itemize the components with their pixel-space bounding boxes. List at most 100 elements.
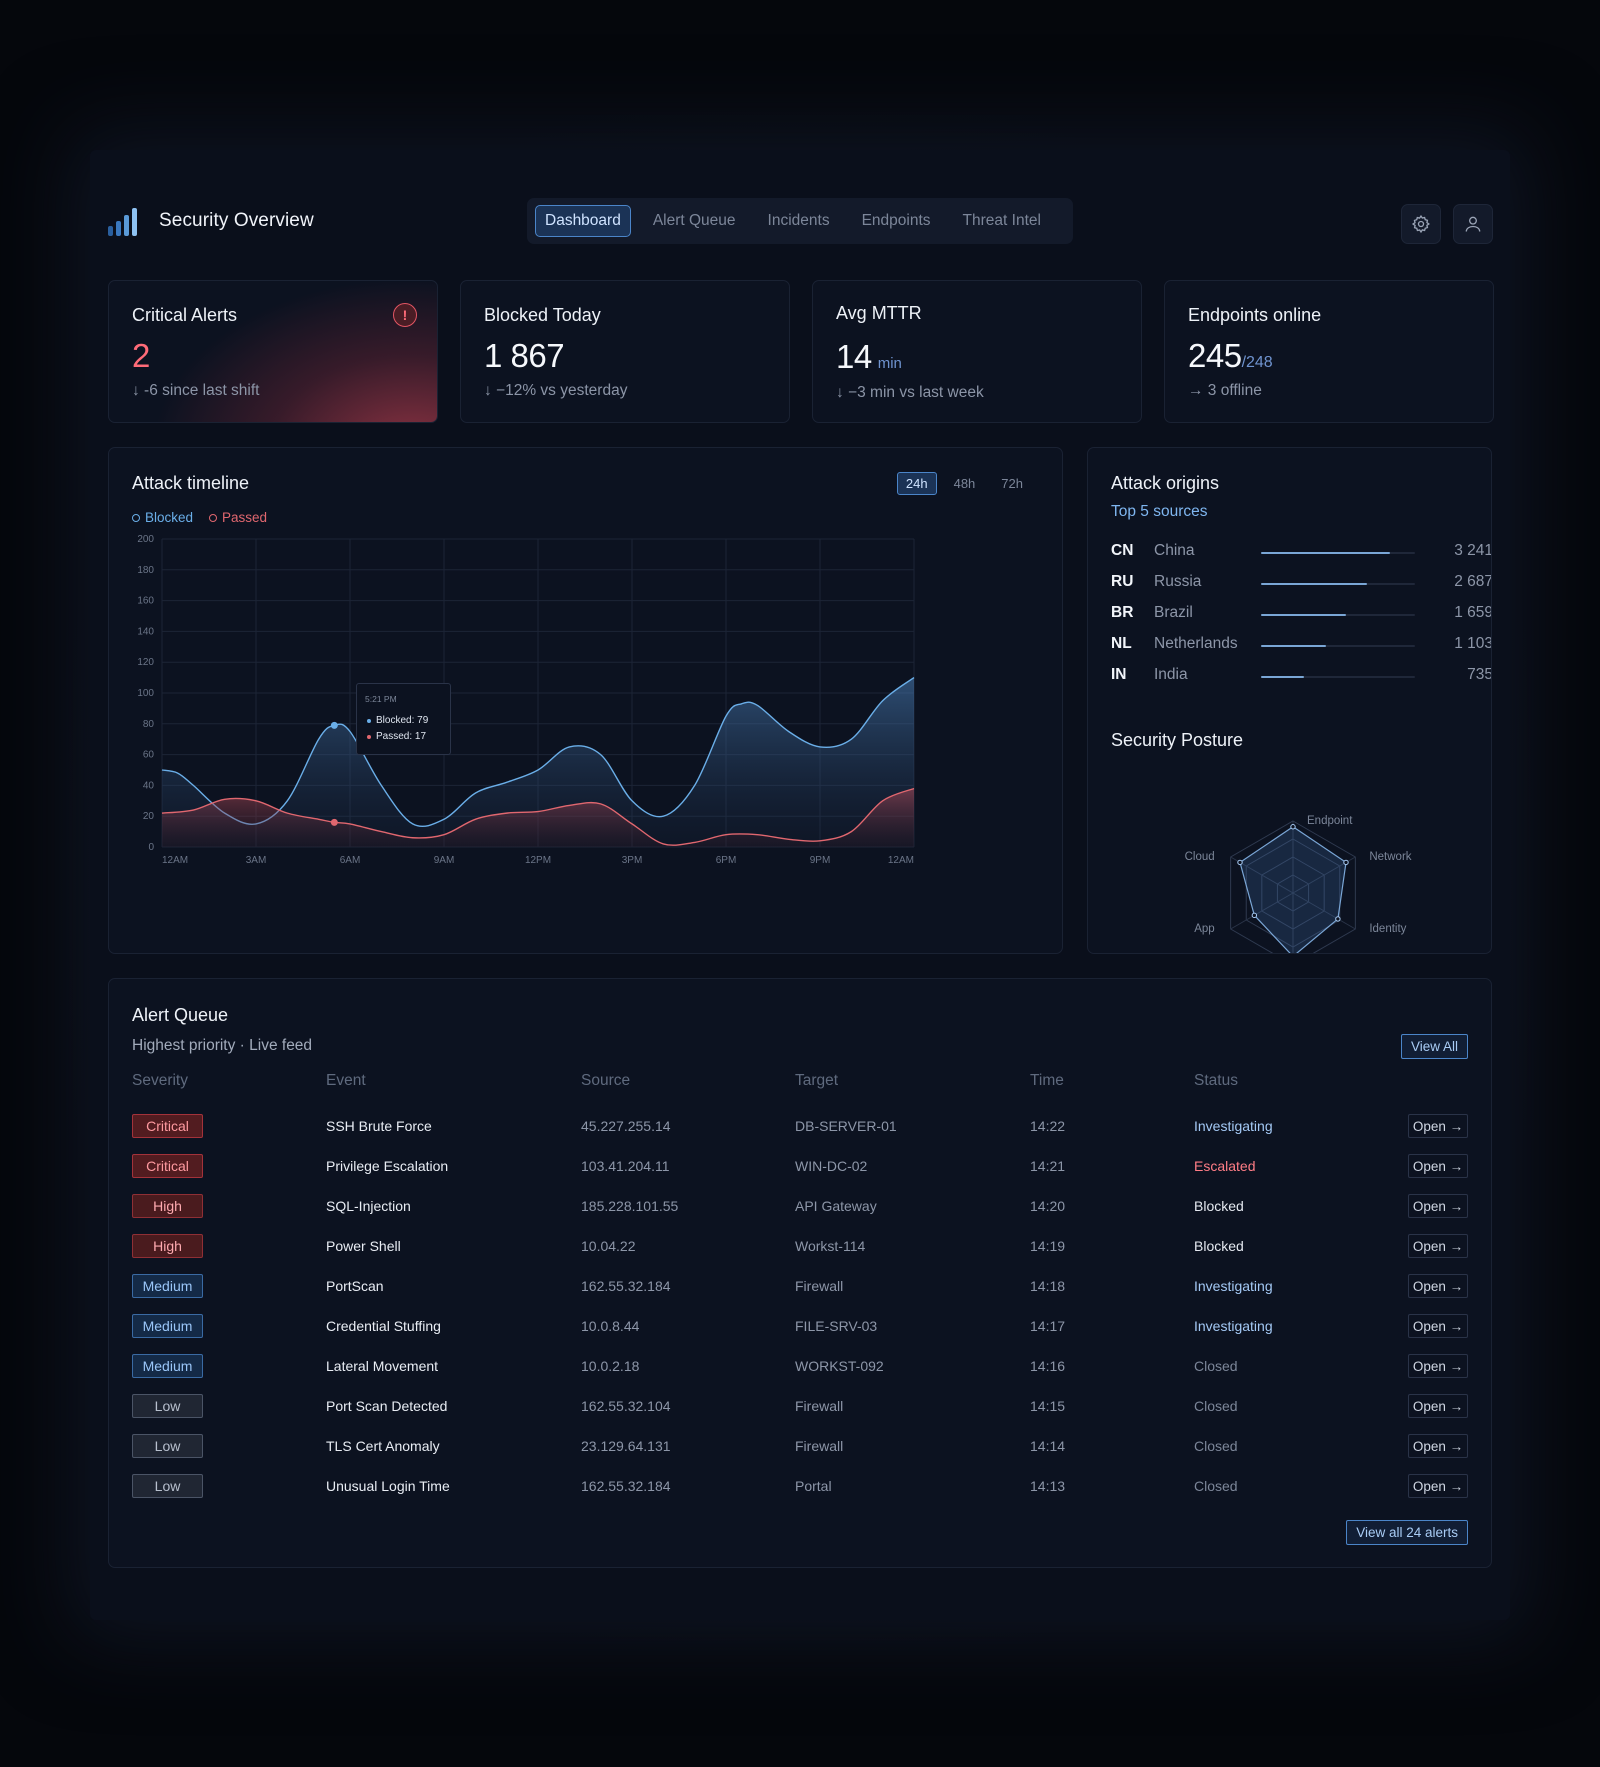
chart-tooltip: 5:21 PM Blocked: 79 Passed: 17 xyxy=(356,683,451,755)
panel-title: Alert Queue xyxy=(132,1005,229,1025)
stat-value: 2 xyxy=(132,337,150,374)
event-cell: SQL-Injection xyxy=(326,1198,411,1214)
status-cell: Closed xyxy=(1194,1358,1238,1374)
x-tick-label: 6PM xyxy=(716,855,737,866)
origin-bar-track xyxy=(1261,676,1415,678)
col-severity: Severity xyxy=(132,1072,188,1089)
target-cell: Workst-114 xyxy=(795,1238,866,1254)
stat-title: Avg MTTR xyxy=(836,303,922,323)
event-cell: PortScan xyxy=(326,1278,384,1294)
origin-count: 735 xyxy=(1467,666,1492,683)
open-alert-button[interactable]: Open → xyxy=(1408,1234,1468,1258)
tab-threat-intel[interactable]: Threat Intel xyxy=(962,212,1041,229)
time-cell: 14:16 xyxy=(1030,1358,1066,1374)
country-code: BR xyxy=(1111,604,1134,621)
origin-count: 1 103 xyxy=(1454,635,1492,652)
open-alert-button[interactable]: Open → xyxy=(1408,1474,1468,1498)
x-tick-label: 12AM xyxy=(888,855,914,866)
origin-bar-track xyxy=(1261,614,1415,616)
event-cell: Credential Stuffing xyxy=(326,1318,441,1334)
open-alert-button[interactable]: Open → xyxy=(1408,1154,1468,1178)
attack-timeline-chart: 0 20 40 60 80 100 120 140 160 180 200 12AM 3AM 6AM 9A… xyxy=(137,534,915,866)
time-cell: 14:15 xyxy=(1030,1398,1066,1414)
severity-badge: Medium xyxy=(132,1314,203,1338)
tooltip-time: 5:21 PM xyxy=(365,694,397,704)
source-cell: 185.228.101.55 xyxy=(581,1198,679,1214)
posture-point xyxy=(1290,824,1296,830)
event-cell: Privilege Escalation xyxy=(326,1158,449,1174)
stat-card-avg-mttr: Avg MTTR 14 min ↓ −3 min vs last week xyxy=(812,280,1142,423)
status-cell: Blocked xyxy=(1194,1198,1244,1214)
user-icon xyxy=(1465,216,1481,232)
range-tab-48h[interactable]: 48h xyxy=(953,476,976,491)
severity-badge: High xyxy=(132,1234,203,1258)
range-tabs: 24h 48h 72h xyxy=(889,472,1032,495)
stat-title: Critical Alerts xyxy=(132,305,238,325)
stat-card-blocked-today: Blocked Today 1 867 ↓ −12% vs yesterday xyxy=(460,280,790,423)
tab-alert-queue[interactable]: Alert Queue xyxy=(652,212,736,229)
stat-value: 245/248 xyxy=(1188,337,1273,375)
target-cell: Firewall xyxy=(795,1398,844,1414)
origin-row: IN India 735 xyxy=(1111,666,1492,688)
target-cell: Firewall xyxy=(795,1438,844,1454)
origin-bar-fill xyxy=(1261,552,1391,554)
event-cell: Port Scan Detected xyxy=(326,1398,448,1414)
stat-denominator: /248 xyxy=(1241,354,1273,371)
y-tick-label: 80 xyxy=(143,719,155,730)
open-alert-button[interactable]: Open → xyxy=(1408,1274,1468,1298)
tab-dashboard[interactable]: Dashboard xyxy=(535,205,631,237)
y-tick-label: 180 xyxy=(137,565,154,576)
origin-row: BR Brazil 1 659 xyxy=(1111,604,1491,626)
profile-button[interactable] xyxy=(1453,204,1493,244)
open-alert-button[interactable]: Open → xyxy=(1408,1114,1468,1138)
stat-value: 1 867 xyxy=(484,337,565,374)
y-tick-label: 120 xyxy=(137,657,154,668)
tooltip-passed: Passed: 17 xyxy=(367,731,426,742)
source-cell: 23.129.64.131 xyxy=(581,1438,671,1454)
blocked-highlight-point[interactable] xyxy=(330,721,338,729)
passed-highlight-point[interactable] xyxy=(330,818,338,826)
country-code: CN xyxy=(1111,542,1134,559)
chart-legend: Blocked Passed xyxy=(132,510,283,525)
country-code: RU xyxy=(1111,573,1134,590)
origin-bar-track xyxy=(1261,645,1415,647)
range-tab-24h[interactable]: 24h xyxy=(896,472,937,495)
table-row: Low TLS Cert Anomaly 23.129.64.131 Firewall… xyxy=(109,1432,1491,1462)
stat-number: 245 xyxy=(1188,337,1242,374)
origins-subtitle: Top 5 sources xyxy=(1111,503,1208,520)
settings-button[interactable] xyxy=(1401,204,1441,244)
x-tick-label: 9PM xyxy=(810,855,831,866)
col-event: Event xyxy=(326,1072,366,1089)
table-row: Critical SSH Brute Force 45.227.255.14 DB-S… xyxy=(109,1112,1491,1142)
x-tick-label: 3PM xyxy=(622,855,643,866)
source-cell: 162.55.32.184 xyxy=(581,1478,671,1494)
radar-axis-label: Endpoint xyxy=(1307,815,1353,827)
posture-shape xyxy=(1239,826,1347,953)
tab-endpoints[interactable]: Endpoints xyxy=(861,212,931,229)
origin-bar-fill xyxy=(1261,645,1326,647)
table-row: High Power Shell 10.04.22 Workst-114 14:19 Bl… xyxy=(109,1232,1491,1262)
view-all-alerts-button[interactable]: View all 24 alerts xyxy=(1346,1520,1468,1545)
stat-title: Endpoints online xyxy=(1188,305,1322,325)
status-cell: Escalated xyxy=(1194,1158,1256,1174)
range-tab-72h[interactable]: 72h xyxy=(1001,476,1023,491)
posture-point xyxy=(1237,859,1243,866)
table-row: Medium PortScan 162.55.32.184 Firewall 14:18… xyxy=(109,1272,1491,1302)
tooltip-blocked: Blocked: 79 xyxy=(367,715,428,726)
open-alert-button[interactable]: Open → xyxy=(1408,1194,1468,1218)
open-alert-button[interactable]: Open → xyxy=(1408,1394,1468,1418)
source-cell: 10.0.8.44 xyxy=(581,1318,640,1334)
y-tick-label: 140 xyxy=(137,626,154,637)
target-cell: Portal xyxy=(795,1478,832,1494)
status-cell: Closed xyxy=(1194,1438,1238,1454)
open-alert-button[interactable]: Open → xyxy=(1408,1314,1468,1338)
time-cell: 14:18 xyxy=(1030,1278,1066,1294)
view-all-button[interactable]: View All xyxy=(1400,1034,1468,1059)
severity-badge: Medium xyxy=(132,1274,203,1298)
tab-incidents[interactable]: Incidents xyxy=(767,212,830,229)
open-alert-button[interactable]: Open → xyxy=(1408,1354,1468,1378)
stat-card-endpoints-online: Endpoints online 245/248 → 3 offline xyxy=(1164,280,1494,423)
stat-card-critical-alerts: Critical Alerts ! 2 ↓ -6 since last shif… xyxy=(108,280,438,423)
open-alert-button[interactable]: Open → xyxy=(1408,1434,1468,1458)
status-cell: Investigating xyxy=(1194,1278,1273,1294)
